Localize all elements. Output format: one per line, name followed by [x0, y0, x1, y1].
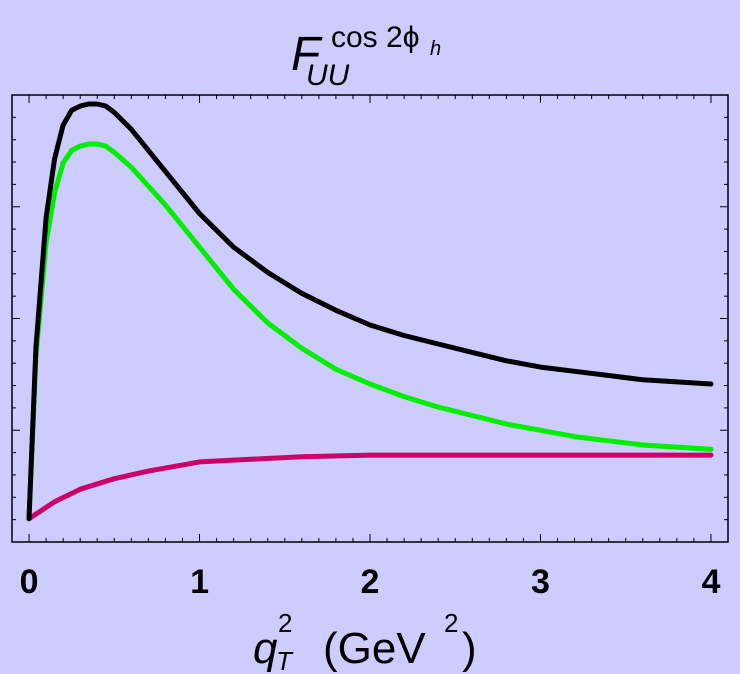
xlabel-symbol-sub: T: [276, 646, 294, 674]
title-superscript-subscript: h: [430, 38, 441, 60]
xlabel-symbol-sup: 2: [278, 608, 292, 638]
title-subscript: UU: [306, 59, 350, 92]
series-line: [26, 452, 714, 522]
x-tick-label: 0: [20, 563, 39, 601]
x-tick-labels: 0 1 2 3 4: [20, 563, 721, 601]
series-layer: [26, 101, 714, 522]
series-line: [26, 101, 714, 522]
title-superscript: cos 2ϕ: [331, 21, 420, 54]
xlabel-symbol: q: [253, 624, 278, 673]
chart-title: F cos 2ϕ h UU: [291, 21, 441, 92]
xlabel-unit-open: (GeV: [323, 624, 426, 673]
title-main: F: [291, 28, 323, 81]
series-line: [26, 141, 714, 522]
plot-frame: [11, 94, 729, 543]
x-tick-label: 1: [190, 563, 209, 601]
axis-ticks: [12, 94, 728, 543]
x-tick-label: 4: [701, 563, 720, 601]
x-axis-label: q 2 T (GeV 2 ): [253, 608, 477, 674]
x-tick-label: 2: [361, 563, 380, 601]
xlabel-unit-close: ): [462, 624, 477, 673]
xlabel-unit-sup: 2: [444, 608, 458, 638]
x-tick-label: 3: [531, 563, 550, 601]
